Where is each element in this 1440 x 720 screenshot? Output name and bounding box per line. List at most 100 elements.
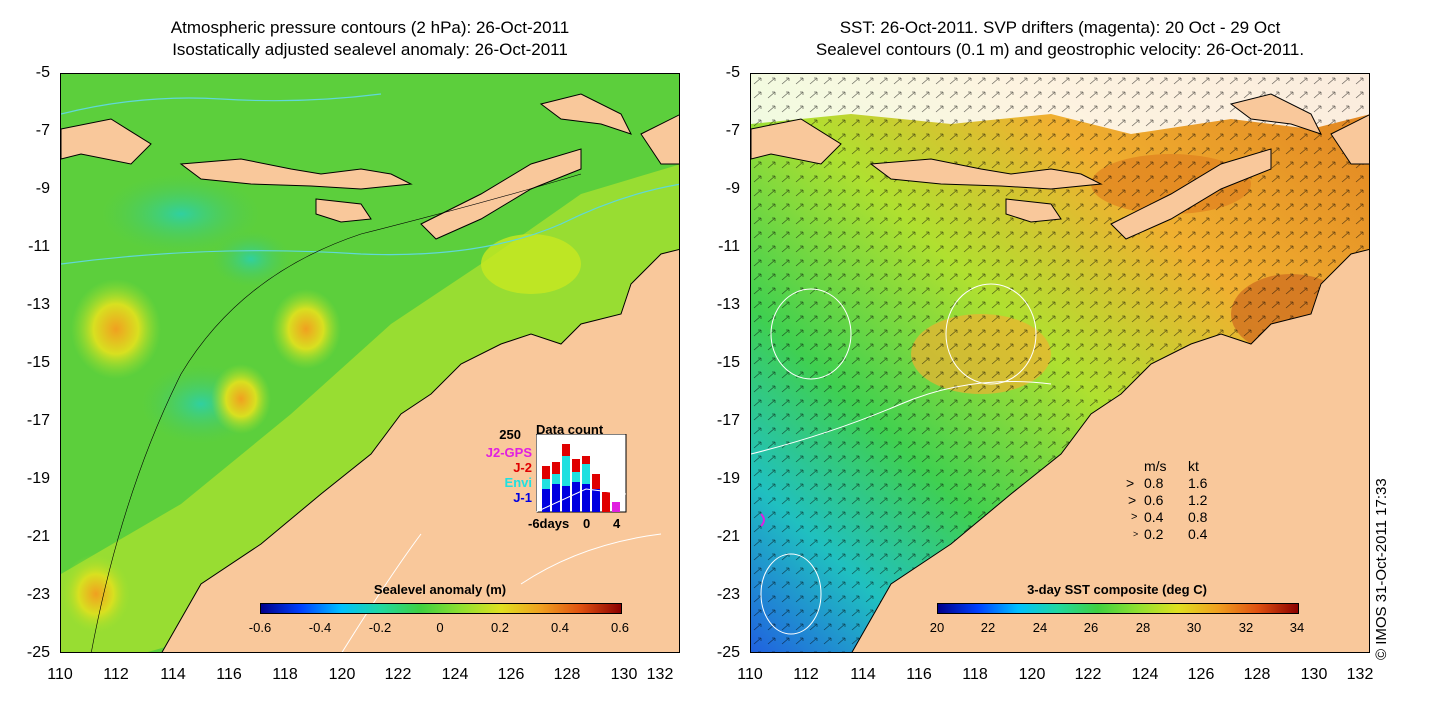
y-axis-label: -13 xyxy=(26,296,50,313)
x-axis-label: 120 xyxy=(1018,666,1046,683)
left-cbar-tick: 0.4 xyxy=(550,620,570,635)
x-axis-label: 126 xyxy=(1187,666,1215,683)
hist-xtick-end: 4 xyxy=(613,516,621,531)
legend-j1: J-1 xyxy=(513,490,532,505)
x-axis-label: 132 xyxy=(646,666,674,683)
left-map-title: Atmospheric pressure contours (2 hPa): 2… xyxy=(60,17,680,61)
y-axis-label: -11 xyxy=(28,238,50,255)
x-axis-label: 114 xyxy=(160,666,186,683)
right-colorbar-title: 3-day SST composite (deg C) xyxy=(1027,582,1207,597)
left-cbar-tick: -0.4 xyxy=(308,620,332,635)
legend-j2: J-2 xyxy=(513,460,532,475)
right-cbar-tick: 28 xyxy=(1135,620,1151,635)
velocity-arrow-icon: > xyxy=(1128,492,1137,508)
data-count-title: Data count xyxy=(536,422,604,437)
x-axis-label: 124 xyxy=(1131,666,1159,683)
velocity-legend-kt: 1.2 xyxy=(1188,492,1208,508)
x-axis-label: 110 xyxy=(737,666,763,683)
sealevel-colorbar xyxy=(260,603,622,614)
x-axis-label: 114 xyxy=(850,666,876,683)
left-title-line1: Atmospheric pressure contours (2 hPa): 2… xyxy=(170,18,570,37)
y-axis-label: -17 xyxy=(716,412,740,429)
sst-map-graphic xyxy=(751,74,1369,652)
left-title-line2: Isostatically adjusted sealevel anomaly:… xyxy=(172,40,568,59)
sealevel-anomaly-map: Data count 250 J2-GPS J-2 Envi J-1 -6day… xyxy=(60,73,680,653)
hist-xtick-start: -6days xyxy=(528,516,570,531)
right-cbar-tick: 20 xyxy=(929,620,945,635)
x-axis-label: 112 xyxy=(793,666,819,683)
velocity-legend-header-ms: m/s xyxy=(1144,458,1167,474)
legend-envi: Envi xyxy=(504,475,532,490)
left-cbar-tick: -0.2 xyxy=(368,620,392,635)
y-axis-label: -7 xyxy=(725,122,740,139)
right-title-line1: SST: 26-Oct-2011. SVP drifters (magenta)… xyxy=(839,18,1281,37)
left-cbar-tick: 0.2 xyxy=(490,620,510,635)
velocity-legend-kt: 1.6 xyxy=(1188,475,1208,491)
x-axis-label: 128 xyxy=(553,666,581,683)
y-axis-label: -5 xyxy=(35,64,50,81)
data-count-inset: Data count 250 J2-GPS J-2 Envi J-1 -6day… xyxy=(466,419,636,531)
y-axis-label: -17 xyxy=(26,412,50,429)
imos-credit: © IMOS 31-Oct-2011 17:33 xyxy=(1373,478,1390,660)
velocity-legend-ms: 0.2 xyxy=(1144,526,1164,542)
right-cbar-tick: 30 xyxy=(1186,620,1202,635)
x-axis-label: 122 xyxy=(384,666,412,683)
data-count-ymax: 250 xyxy=(499,427,521,442)
right-title-line2: Sealevel contours (0.1 m) and geostrophi… xyxy=(815,40,1305,59)
x-axis-label: 130 xyxy=(1300,666,1328,683)
y-axis-label: -25 xyxy=(716,644,740,661)
velocity-legend-ms: 0.8 xyxy=(1144,475,1164,491)
y-axis-label: -7 xyxy=(35,122,50,139)
left-cbar-tick: -0.6 xyxy=(248,620,272,635)
y-axis-label: -5 xyxy=(725,64,740,81)
velocity-legend-header-kt: kt xyxy=(1188,458,1199,474)
legend-j2gps: J2-GPS xyxy=(485,445,532,460)
velocity-legend-ms: 0.6 xyxy=(1144,492,1164,508)
y-axis-label: -23 xyxy=(26,586,50,603)
y-axis-label: -15 xyxy=(26,354,50,371)
data-count-histogram xyxy=(536,434,627,513)
right-cbar-tick: 24 xyxy=(1032,620,1048,635)
y-axis-label: -25 xyxy=(26,644,50,661)
y-axis-label: -9 xyxy=(35,180,50,197)
velocity-arrow-icon: > xyxy=(1133,529,1139,539)
left-colorbar-title: Sealevel anomaly (m) xyxy=(373,582,507,597)
x-axis-label: 128 xyxy=(1243,666,1271,683)
x-axis-label: 110 xyxy=(47,666,73,683)
y-axis-label: -9 xyxy=(725,180,740,197)
y-axis-label: -19 xyxy=(716,470,740,487)
x-axis-label: 112 xyxy=(103,666,129,683)
x-axis-label: 116 xyxy=(906,666,932,683)
x-axis-label: 132 xyxy=(1346,666,1374,683)
right-cbar-tick: 34 xyxy=(1289,620,1305,635)
x-axis-label: 118 xyxy=(962,666,988,683)
x-axis-label: 130 xyxy=(610,666,638,683)
left-cbar-tick: 0 xyxy=(436,620,444,635)
x-axis-label: 120 xyxy=(328,666,356,683)
right-map-title: SST: 26-Oct-2011. SVP drifters (magenta)… xyxy=(750,17,1370,61)
velocity-legend-kt: 0.8 xyxy=(1188,509,1208,525)
x-axis-label: 122 xyxy=(1074,666,1102,683)
sst-map: m/s kt > 0.8 1.6 > 0.6 1.2 > 0.4 0.8 > 0… xyxy=(750,73,1370,653)
y-axis-label: -19 xyxy=(26,470,50,487)
velocity-arrow-icon: > xyxy=(1131,511,1138,523)
y-axis-label: -21 xyxy=(26,528,50,545)
x-axis-label: 116 xyxy=(216,666,242,683)
velocity-legend-ms: 0.4 xyxy=(1144,509,1164,525)
y-axis-label: -15 xyxy=(716,354,740,371)
sst-colorbar xyxy=(937,603,1299,614)
sealevel-anomaly-map-graphic xyxy=(61,74,679,652)
hist-xtick-zero: 0 xyxy=(583,516,591,531)
velocity-legend-kt: 0.4 xyxy=(1188,526,1208,542)
right-cbar-tick: 22 xyxy=(980,620,996,635)
right-cbar-tick: 26 xyxy=(1083,620,1099,635)
x-axis-label: 118 xyxy=(272,666,298,683)
velocity-arrow-icon: > xyxy=(1126,475,1135,491)
y-axis-label: -23 xyxy=(716,586,740,603)
left-cbar-tick: 0.6 xyxy=(610,620,630,635)
right-cbar-tick: 32 xyxy=(1238,620,1254,635)
y-axis-label: -21 xyxy=(716,528,740,545)
y-axis-label: -13 xyxy=(716,296,740,313)
y-axis-label: -11 xyxy=(718,238,740,255)
x-axis-label: 124 xyxy=(441,666,469,683)
